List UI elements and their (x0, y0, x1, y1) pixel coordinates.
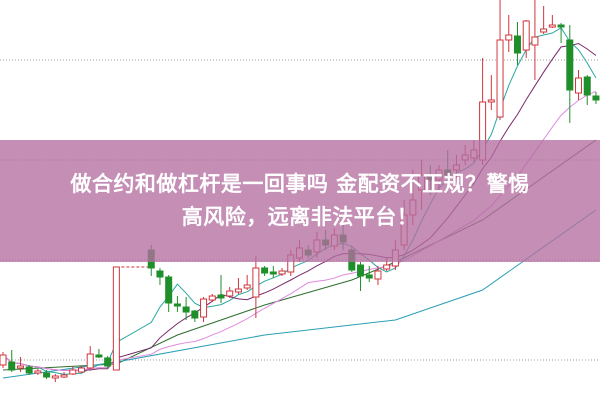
candle-up (278, 270, 286, 275)
candle-up (531, 36, 539, 46)
candle-down (43, 372, 51, 378)
candle-up (374, 270, 382, 280)
candle-up (487, 99, 495, 103)
candle-down (191, 310, 199, 319)
ma10-line (2, 42, 597, 371)
candle-down (173, 303, 181, 307)
banner-line-2: 高风险，远离非法平台！ (181, 205, 419, 229)
banner-line-1: 做合约和做杠杆是一回事吗 金配资不正规？警惕 (70, 172, 530, 196)
candle-down (25, 366, 33, 374)
candle-up (496, 39, 504, 118)
candle-up (252, 267, 260, 298)
candle-up (51, 375, 59, 379)
candle-up (69, 369, 77, 375)
candle-up (0, 354, 7, 366)
candle-down (182, 306, 190, 313)
candle-down (217, 294, 225, 299)
candle-up (77, 367, 85, 373)
candle-up (575, 77, 583, 94)
candle-up (383, 264, 391, 270)
candle-up (243, 284, 251, 289)
candle-down (8, 361, 16, 371)
candle-down (95, 354, 103, 358)
candle-up (540, 28, 548, 33)
candle-up (548, 24, 556, 28)
candle-down (357, 264, 365, 277)
candle-up (522, 20, 530, 51)
candle-down (261, 267, 269, 274)
candle-up (34, 370, 42, 374)
candle-down (583, 76, 591, 96)
candle-down (165, 276, 173, 304)
candle-down (365, 274, 373, 279)
candle-up (208, 295, 216, 301)
candle-up (200, 298, 208, 318)
candle-down (557, 24, 565, 28)
candle-down (592, 95, 600, 101)
candle-down (104, 357, 112, 367)
candle-up (86, 353, 94, 369)
candle-up (505, 34, 513, 41)
candle-down (156, 270, 164, 278)
candle-up (234, 288, 242, 293)
candle-up (16, 365, 24, 369)
candle-up (112, 266, 120, 371)
warning-banner: 做合约和做杠杆是一回事吗 金配资不正规？警惕 高风险，远离非法平台！ (0, 140, 600, 262)
candle-down (269, 271, 277, 275)
candle-up (226, 290, 234, 297)
candle-down (513, 35, 521, 54)
candle-up (60, 374, 68, 378)
ma60-line (2, 209, 597, 379)
candle-down (566, 39, 574, 91)
